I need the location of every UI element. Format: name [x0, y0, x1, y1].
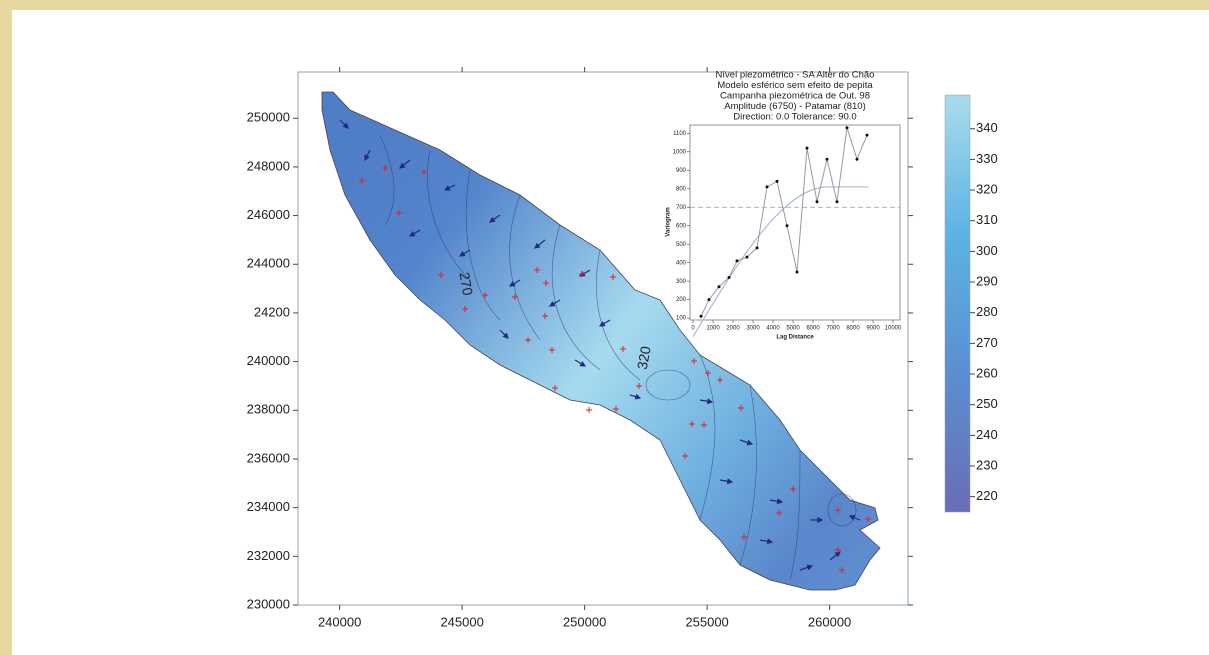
contours: [379, 134, 857, 581]
variogram-inset: Nível piezométrico - SA Alter do ChãoMod…: [666, 70, 902, 341]
inset-x-tick-label: 4000: [766, 326, 780, 332]
y-tick-label: 230000: [247, 596, 290, 611]
y-tick-label: 240000: [247, 353, 290, 368]
inset-y-label: Variogram: [666, 207, 672, 236]
variogram-point: [805, 146, 809, 150]
y-tick-label: 248000: [247, 158, 290, 173]
flow-arrows: [339, 119, 861, 571]
inset-y-tick-label: 700: [676, 205, 687, 211]
inset-x-tick-label: 7000: [826, 326, 840, 332]
contour-label: 320: [634, 345, 654, 371]
inset-y-tick-label: 800: [676, 186, 687, 192]
inset-title: Direction: 0.0 Tolerance: 90.0: [733, 112, 856, 123]
x-tick-label: 240000: [318, 614, 361, 629]
colorbar-tick-label: 240: [976, 427, 998, 442]
inset-title: Nível piezométrico - SA Alter do Chão: [716, 70, 875, 81]
variogram-point: [745, 255, 749, 259]
colorbar-tick-label: 330: [976, 151, 998, 166]
variogram-point: [765, 185, 769, 189]
inset-y-tick-label: 400: [676, 260, 687, 266]
variogram-point: [815, 200, 819, 204]
variogram-point: [865, 133, 869, 137]
inset-title: Modelo esférico sem efeito de pepita: [717, 80, 873, 91]
colorbar-tick-label: 280: [976, 304, 998, 319]
variogram-point: [835, 200, 839, 204]
y-tick-label: 250000: [247, 110, 290, 125]
inset-x-tick-label: 5000: [786, 326, 800, 332]
colorbar-tick-label: 310: [976, 212, 998, 227]
inset-y-tick-label: 1000: [673, 149, 687, 155]
colorbar-tick-label: 270: [976, 335, 998, 350]
variogram-point: [735, 259, 739, 263]
variogram-point: [699, 314, 703, 318]
y-tick-label: 244000: [247, 256, 290, 271]
variogram-line: [700, 127, 868, 317]
variogram-point: [855, 157, 859, 161]
inset-x-tick-label: 10000: [885, 326, 902, 332]
colorbar: [944, 94, 971, 513]
inset-x-tick-label: 9000: [866, 326, 880, 332]
variogram-point: [785, 224, 789, 228]
variogram-point: [707, 298, 711, 302]
variogram-point: [727, 275, 731, 279]
x-tick-label: 255000: [685, 614, 728, 629]
y-tick-label: 232000: [247, 548, 290, 563]
y-tick-label: 236000: [247, 450, 290, 465]
inset-frame: [689, 124, 901, 321]
colorbar-tick-label: 320: [976, 181, 998, 196]
colorbar-tick-label: 250: [976, 396, 998, 411]
inset-x-tick-label: 0: [691, 326, 695, 332]
inset-x-tick-label: 6000: [806, 326, 820, 332]
contour-label: 270: [456, 271, 476, 297]
inset-title: Campanha piezométrica de Out. 98: [720, 91, 870, 102]
variogram-point: [845, 126, 849, 130]
colorbar-tick-label: 290: [976, 273, 998, 288]
inset-x-label: Lag Distance: [776, 335, 814, 341]
colorbar-tick-label: 340: [976, 120, 998, 135]
variogram-point: [795, 270, 799, 274]
inset-y-tick-label: 600: [676, 223, 687, 229]
aquifer-area: [321, 91, 881, 591]
x-tick-label: 260000: [808, 614, 851, 629]
variogram-point: [755, 246, 759, 250]
variogram-point: [825, 157, 829, 161]
x-tick-label: 245000: [440, 614, 483, 629]
inset-x-tick-label: 2000: [726, 326, 740, 332]
inset-y-tick-label: 1100: [673, 131, 687, 137]
inset-y-tick-label: 500: [676, 242, 687, 248]
variogram-point: [717, 285, 721, 289]
colorbar-tick-label: 300: [976, 243, 998, 258]
colorbar-tick-label: 220: [976, 488, 998, 503]
inset-y-tick-label: 900: [676, 168, 687, 174]
y-tick-label: 234000: [247, 499, 290, 514]
y-tick-label: 246000: [247, 207, 290, 222]
inset-x-tick-label: 8000: [846, 326, 860, 332]
inset-y-tick-label: 300: [676, 279, 687, 285]
inset-y-tick-label: 100: [676, 316, 687, 322]
inset-title: Amplitude (6750) - Patamar (810): [724, 101, 866, 112]
y-tick-label: 238000: [247, 402, 290, 417]
inset-y-tick-label: 200: [676, 297, 687, 303]
wells: [359, 165, 871, 573]
y-tick-label: 24200: [254, 304, 290, 319]
variogram-point: [775, 179, 779, 183]
x-tick-label: 250000: [563, 614, 606, 629]
inset-x-tick-label: 1000: [706, 326, 720, 332]
inset-background: [690, 125, 900, 320]
inset-x-tick-label: 3000: [746, 326, 760, 332]
colorbar-tick-label: 230: [976, 457, 998, 472]
colorbar-tick-label: 260: [976, 365, 998, 380]
